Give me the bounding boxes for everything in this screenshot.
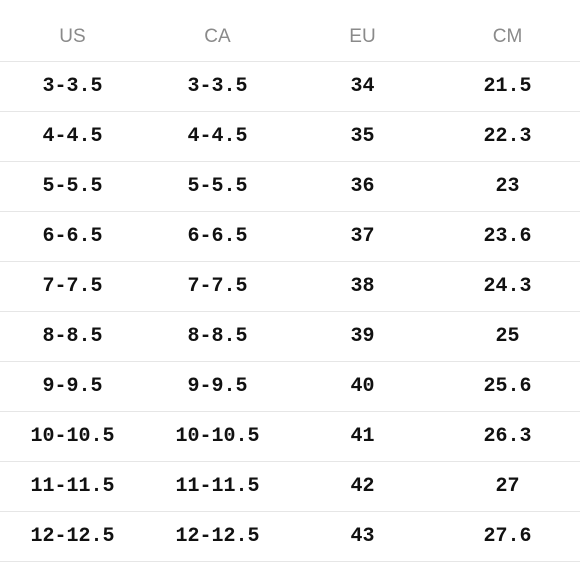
cell-eu: 38 bbox=[290, 261, 435, 312]
table-row: 4-4.5 4-4.5 35 22.3 bbox=[0, 111, 580, 162]
cell-ca: 8-8.5 bbox=[145, 311, 290, 362]
cell-ca: 7-7.5 bbox=[145, 261, 290, 312]
cell-eu: 39 bbox=[290, 311, 435, 362]
cell-us: 8-8.5 bbox=[0, 311, 145, 362]
cell-ca: 11-11.5 bbox=[145, 461, 290, 512]
cell-ca: 5-5.5 bbox=[145, 161, 290, 212]
header-row: US CA EU CM bbox=[0, 12, 580, 62]
table-row: 11-11.5 11-11.5 42 27 bbox=[0, 461, 580, 512]
cell-us: 11-11.5 bbox=[0, 461, 145, 512]
cell-cm: 21.5 bbox=[435, 61, 580, 112]
table-row: 6-6.5 6-6.5 37 23.6 bbox=[0, 211, 580, 262]
cell-us: 10-10.5 bbox=[0, 411, 145, 462]
cell-us: 9-9.5 bbox=[0, 361, 145, 412]
table-row: 5-5.5 5-5.5 36 23 bbox=[0, 161, 580, 212]
cell-cm: 25 bbox=[435, 311, 580, 362]
cell-ca: 10-10.5 bbox=[145, 411, 290, 462]
cell-ca: 4-4.5 bbox=[145, 111, 290, 162]
cell-cm: 27 bbox=[435, 461, 580, 512]
cell-cm: 22.3 bbox=[435, 111, 580, 162]
cell-cm: 24.3 bbox=[435, 261, 580, 312]
cell-ca: 3-3.5 bbox=[145, 61, 290, 112]
cell-us: 5-5.5 bbox=[0, 161, 145, 212]
cell-eu: 35 bbox=[290, 111, 435, 162]
cell-eu: 41 bbox=[290, 411, 435, 462]
cell-eu: 40 bbox=[290, 361, 435, 412]
cell-eu: 42 bbox=[290, 461, 435, 512]
table-row: 12-12.5 12-12.5 43 27.6 bbox=[0, 511, 580, 562]
table-row: 3-3.5 3-3.5 34 21.5 bbox=[0, 61, 580, 112]
cell-eu: 36 bbox=[290, 161, 435, 212]
header-ca: CA bbox=[145, 12, 290, 62]
cell-ca: 9-9.5 bbox=[145, 361, 290, 412]
cell-cm: 23.6 bbox=[435, 211, 580, 262]
table-row: 9-9.5 9-9.5 40 25.6 bbox=[0, 361, 580, 412]
cell-us: 4-4.5 bbox=[0, 111, 145, 162]
table-row: 7-7.5 7-7.5 38 24.3 bbox=[0, 261, 580, 312]
size-chart-table: US CA EU CM 3-3.5 3-3.5 34 21.5 4-4.5 4-… bbox=[0, 12, 580, 562]
header-cm: CM bbox=[435, 12, 580, 62]
table-row: 8-8.5 8-8.5 39 25 bbox=[0, 311, 580, 362]
cell-us: 3-3.5 bbox=[0, 61, 145, 112]
cell-ca: 12-12.5 bbox=[145, 511, 290, 562]
cell-us: 12-12.5 bbox=[0, 511, 145, 562]
cell-cm: 23 bbox=[435, 161, 580, 212]
cell-ca: 6-6.5 bbox=[145, 211, 290, 262]
cell-cm: 26.3 bbox=[435, 411, 580, 462]
table-header: US CA EU CM bbox=[0, 12, 580, 62]
cell-cm: 25.6 bbox=[435, 361, 580, 412]
table-row: 10-10.5 10-10.5 41 26.3 bbox=[0, 411, 580, 462]
cell-eu: 37 bbox=[290, 211, 435, 262]
cell-eu: 34 bbox=[290, 61, 435, 112]
cell-us: 6-6.5 bbox=[0, 211, 145, 262]
cell-eu: 43 bbox=[290, 511, 435, 562]
cell-cm: 27.6 bbox=[435, 511, 580, 562]
header-eu: EU bbox=[290, 12, 435, 62]
table-body: 3-3.5 3-3.5 34 21.5 4-4.5 4-4.5 35 22.3 … bbox=[0, 61, 580, 562]
header-us: US bbox=[0, 12, 145, 62]
cell-us: 7-7.5 bbox=[0, 261, 145, 312]
